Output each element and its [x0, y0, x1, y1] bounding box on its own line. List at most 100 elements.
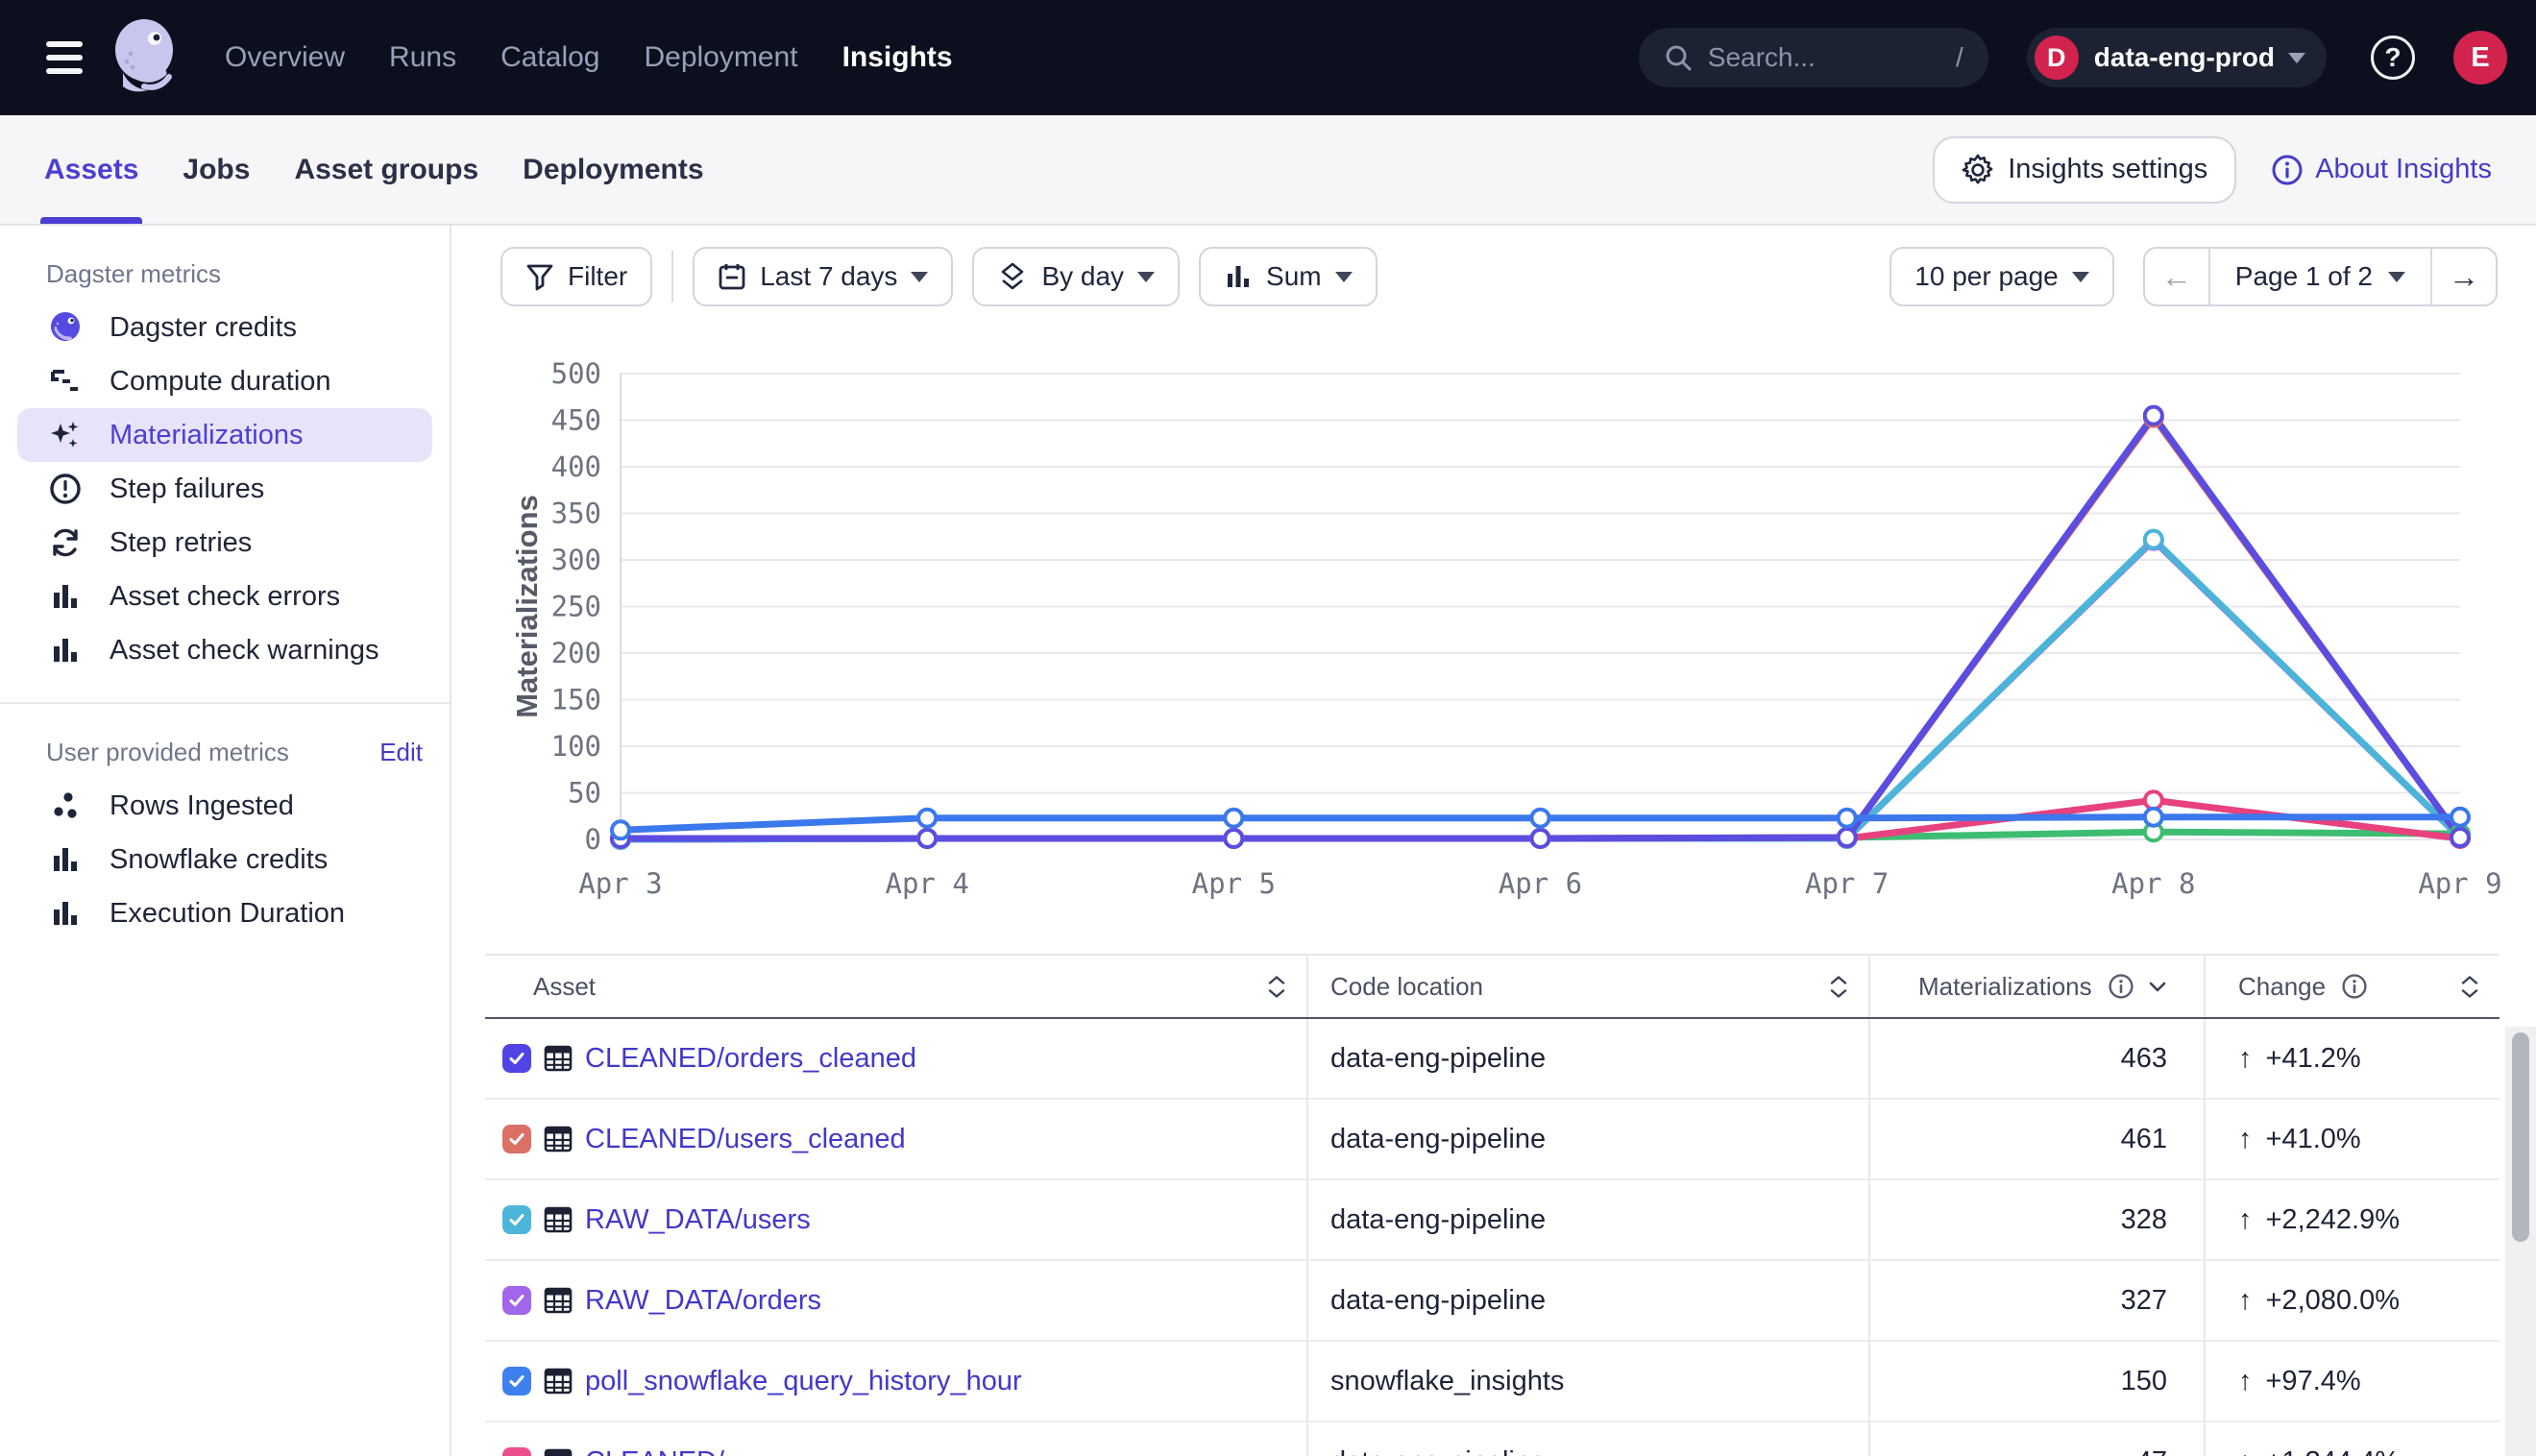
toolbar-divider: [671, 251, 673, 303]
table-row: poll_snowflake_query_history_hour snowfl…: [485, 1342, 2499, 1422]
column-header-change[interactable]: Change: [2206, 956, 2499, 1017]
top-nav-links: Overview Runs Catalog Deployment Insights: [225, 41, 953, 74]
next-page-button[interactable]: →: [2430, 249, 2496, 304]
sort-toggle-icon[interactable]: [2461, 976, 2478, 998]
group-by-button[interactable]: By day: [972, 247, 1180, 306]
edit-metrics-link[interactable]: Edit: [379, 738, 423, 767]
svg-text:150: 150: [551, 684, 601, 716]
svg-text:Apr 6: Apr 6: [1499, 867, 1582, 900]
sparkles-icon: [46, 416, 85, 454]
row-checkbox-checked[interactable]: [502, 1367, 531, 1395]
code-location-value: data-eng-pipeline: [1330, 1204, 1546, 1236]
svg-text:400: 400: [551, 450, 601, 483]
table-row: CLEANED/… data-eng-pipeline 47 ↑ +1,344.…: [485, 1422, 2499, 1456]
materializations-value: 327: [2121, 1285, 2167, 1317]
top-nav-deployment[interactable]: Deployment: [644, 41, 797, 74]
sidebar-item-asset-check-errors[interactable]: Asset check errors: [17, 570, 432, 623]
column-header-asset[interactable]: Asset: [485, 956, 1308, 1017]
search-input[interactable]: Search... /: [1639, 28, 1988, 87]
table-row: CLEANED/users_cleaned data-eng-pipeline …: [485, 1100, 2499, 1180]
menu-icon[interactable]: [46, 41, 83, 74]
sort-desc-icon[interactable]: [2148, 981, 2167, 992]
svg-text:Apr 3: Apr 3: [578, 867, 662, 900]
asset-link[interactable]: CLEANED/…: [585, 1446, 752, 1456]
top-nav-runs[interactable]: Runs: [389, 41, 456, 74]
tab-jobs[interactable]: Jobs: [183, 115, 250, 224]
deployment-switcher[interactable]: D data-eng-prod: [2027, 28, 2327, 87]
search-shortcut-hint: /: [1956, 42, 1963, 73]
sidebar-item-step-failures[interactable]: Step failures: [17, 462, 432, 516]
chevron-down-icon: [1335, 272, 1353, 282]
bar-chart-icon: [46, 631, 85, 669]
trend-up-arrow-icon: ↑: [2238, 1285, 2253, 1317]
scrollbar-thumb[interactable]: [2512, 1032, 2529, 1242]
bar-chart-icon: [46, 577, 85, 616]
dagster-logo-icon[interactable]: [110, 17, 179, 98]
sidebar-item-snowflake-credits[interactable]: Snowflake credits: [17, 833, 432, 886]
tab-deployments[interactable]: Deployments: [523, 115, 703, 224]
aggregation-button[interactable]: Sum: [1199, 247, 1378, 306]
insights-page: Overview Runs Catalog Deployment Insights Se…: [0, 0, 2536, 1456]
about-insights-label: About Insights: [2315, 154, 2492, 185]
sidebar-section-title: Dagster metrics: [0, 255, 450, 293]
asset-link[interactable]: CLEANED/orders_cleaned: [585, 1043, 916, 1075]
svg-text:450: 450: [551, 404, 601, 437]
table-scrollbar[interactable]: [2505, 1027, 2536, 1456]
svg-text:Materializations: Materializations: [510, 495, 544, 718]
sidebar-item-execution-duration[interactable]: Execution Duration: [17, 886, 432, 940]
pagination-control: ← Page 1 of 2 →: [2143, 247, 2498, 306]
info-icon[interactable]: [2341, 973, 2368, 1000]
asset-link[interactable]: poll_snowflake_query_history_hour: [585, 1366, 1022, 1397]
tab-asset-groups[interactable]: Asset groups: [294, 115, 478, 224]
sort-toggle-icon[interactable]: [1830, 976, 1847, 998]
svg-text:Apr 8: Apr 8: [2111, 867, 2195, 900]
help-button[interactable]: ?: [2371, 36, 2415, 80]
sidebar-item-asset-check-warnings[interactable]: Asset check warnings: [17, 623, 432, 677]
date-range-button[interactable]: Last 7 days: [693, 247, 953, 306]
change-value: +41.2%: [2266, 1043, 2361, 1075]
bar-chart-icon: [1224, 262, 1253, 291]
info-icon[interactable]: [2108, 973, 2134, 1000]
previous-page-button[interactable]: ←: [2145, 249, 2210, 304]
sidebar-item-step-retries[interactable]: Step retries: [17, 516, 432, 570]
aggregation-label: Sum: [1266, 261, 1322, 292]
row-checkbox-checked[interactable]: [502, 1447, 531, 1456]
section-tabs: Assets Jobs Asset groups Deployments: [44, 115, 704, 224]
chevron-down-icon: [911, 272, 928, 282]
per-page-button[interactable]: 10 per page: [1890, 247, 2113, 306]
sidebar-item-compute-duration[interactable]: Compute duration: [17, 354, 432, 408]
row-checkbox-checked[interactable]: [502, 1125, 531, 1153]
trend-up-arrow-icon: ↑: [2238, 1446, 2253, 1456]
top-navigation-bar: Overview Runs Catalog Deployment Insights Se…: [0, 0, 2536, 115]
row-checkbox-checked[interactable]: [502, 1205, 531, 1234]
sidebar-item-rows-ingested[interactable]: Rows Ingested: [17, 779, 432, 833]
filter-button[interactable]: Filter: [500, 247, 652, 306]
column-header-code-location[interactable]: Code location: [1308, 956, 1870, 1017]
sort-toggle-icon[interactable]: [1268, 976, 1285, 998]
materializations-value: 47: [2136, 1446, 2167, 1456]
avatar[interactable]: E: [2453, 31, 2507, 85]
top-nav-catalog[interactable]: Catalog: [500, 41, 599, 74]
table-body: CLEANED/orders_cleaned data-eng-pipeline…: [485, 1019, 2499, 1456]
chevron-down-icon: [2072, 272, 2089, 282]
asset-link[interactable]: RAW_DATA/users: [585, 1204, 811, 1236]
active-tab-underline: [40, 217, 142, 224]
change-value: +2,080.0%: [2266, 1285, 2400, 1317]
materializations-value: 328: [2121, 1204, 2167, 1236]
svg-text:50: 50: [568, 777, 601, 810]
materializations-chart: 050100150200250300350400450500Apr 3Apr 4…: [500, 336, 2536, 922]
asset-link[interactable]: CLEANED/users_cleaned: [585, 1124, 906, 1155]
asset-link[interactable]: RAW_DATA/orders: [585, 1285, 821, 1317]
tab-assets[interactable]: Assets: [44, 115, 138, 224]
row-checkbox-checked[interactable]: [502, 1286, 531, 1315]
page-indicator-button[interactable]: Page 1 of 2: [2210, 249, 2430, 304]
sidebar-item-dagster-credits[interactable]: Dagster credits: [17, 301, 432, 354]
row-checkbox-checked[interactable]: [502, 1044, 531, 1073]
top-nav-insights[interactable]: Insights: [842, 41, 953, 74]
code-location-value: snowflake_insights: [1330, 1366, 1564, 1397]
sidebar-item-materializations[interactable]: Materializations: [17, 408, 432, 462]
top-nav-overview[interactable]: Overview: [225, 41, 345, 74]
column-header-materializations[interactable]: Materializations: [1870, 956, 2206, 1017]
about-insights-link[interactable]: About Insights: [2271, 154, 2492, 186]
insights-settings-button[interactable]: Insights settings: [1933, 136, 2236, 204]
